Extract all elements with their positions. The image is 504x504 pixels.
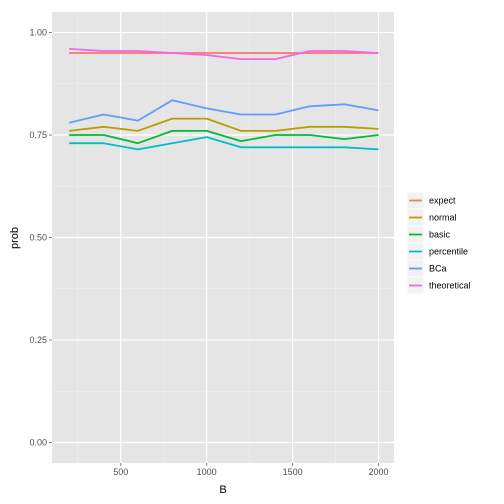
y-tick-label: 0.00 [29, 438, 47, 448]
series-line-basic [69, 129, 379, 145]
series-line-percentile [69, 136, 379, 151]
y-axis-title: prob [9, 227, 21, 249]
legend-label: normal [429, 213, 457, 223]
y-tick-label: 0.75 [29, 130, 47, 140]
legend-label: percentile [429, 247, 468, 257]
major-gridlines [52, 12, 394, 463]
x-tick-label: 2000 [369, 467, 389, 477]
series-line-normal [69, 117, 379, 132]
y-tick-label: 0.50 [29, 233, 47, 243]
series-lines [68, 48, 379, 151]
x-tick-label: 1500 [283, 467, 303, 477]
legend-label: expect [429, 196, 456, 206]
x-tick-label: 500 [113, 467, 128, 477]
x-axis-title: B [219, 484, 226, 496]
legend-label: basic [429, 230, 451, 240]
legend-label: theoretical [429, 281, 471, 291]
y-axis-ticks: 0.00 0.25 0.50 0.75 1.00 [29, 28, 52, 448]
legend-label: BCa [429, 264, 447, 274]
x-tick-label: 1000 [197, 467, 217, 477]
series-line-bca [68, 99, 379, 124]
x-axis-ticks: 500 1000 1500 2000 [113, 463, 389, 477]
series-line-theoretical [69, 48, 379, 60]
y-tick-label: 0.25 [29, 335, 47, 345]
legend: expect normal basic percentile BCa theoretica… [406, 191, 471, 295]
y-tick-label: 1.00 [29, 28, 47, 38]
